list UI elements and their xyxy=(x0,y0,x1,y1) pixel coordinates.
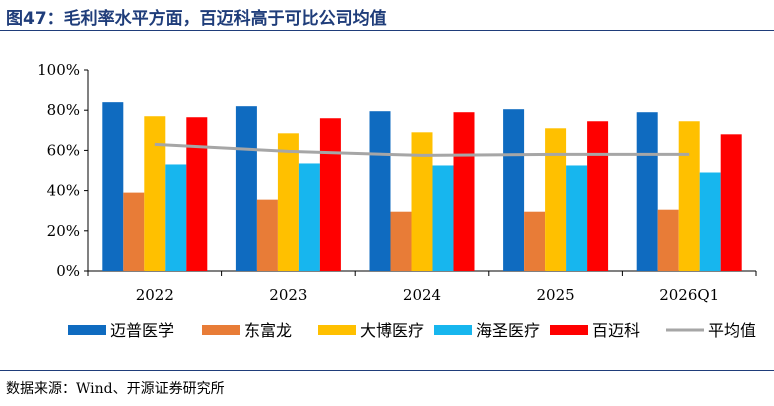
source-note: 数据来源：Wind、开源证券研究所 xyxy=(6,381,225,397)
bar-0-3 xyxy=(503,109,525,271)
bar-2-3 xyxy=(545,128,567,271)
legend-swatch-3 xyxy=(434,325,472,335)
bar-3-2 xyxy=(432,165,454,271)
bar-1-3 xyxy=(524,211,546,271)
bar-4-0 xyxy=(186,117,208,271)
legend-swatch-1 xyxy=(202,325,240,335)
legend-label-5: 平均值 xyxy=(708,321,756,340)
bar-1-1 xyxy=(256,199,278,271)
legend-label-1: 东富龙 xyxy=(244,321,292,340)
legend: 迈普医学 东富龙 大博医疗 海圣医疗 百迈科 平均值 xyxy=(68,321,756,340)
average-line xyxy=(154,142,690,157)
title-rule xyxy=(0,30,774,31)
legend-swatch-4 xyxy=(550,325,588,335)
bar-2-1 xyxy=(277,133,299,271)
bar-4-1 xyxy=(319,118,341,272)
figure-title: 图47：毛利率水平方面，百迈科高于可比公司均值 xyxy=(6,9,387,29)
bar-0-1 xyxy=(235,106,257,272)
legend-label-4: 百迈科 xyxy=(592,321,640,340)
legend-label-3: 海圣医疗 xyxy=(476,321,540,340)
bar-4-4 xyxy=(720,134,742,271)
bars xyxy=(102,102,742,272)
x-tick-label: 2026Q1 xyxy=(659,286,719,304)
x-tick-label: 2024 xyxy=(403,286,441,304)
bar-0-2 xyxy=(369,111,391,271)
y-axis: 0% 20% 40% 60% 80% 100% xyxy=(37,61,89,280)
y-tick-label: 0% xyxy=(56,262,80,280)
bar-1-0 xyxy=(123,192,145,271)
bar-3-0 xyxy=(165,164,187,271)
bar-2-2 xyxy=(411,132,433,271)
legend-swatch-0 xyxy=(68,325,106,335)
average-line-group xyxy=(154,142,690,157)
x-tick-label: 2023 xyxy=(269,286,307,304)
bar-3-1 xyxy=(298,163,320,271)
bar-2-0 xyxy=(144,116,166,271)
bar-4-2 xyxy=(453,112,475,272)
bar-4-3 xyxy=(587,121,609,271)
y-tick-label: 40% xyxy=(47,182,80,200)
bar-2-4 xyxy=(678,121,700,271)
y-tick-label: 100% xyxy=(37,61,80,79)
legend-label-2: 大博医疗 xyxy=(360,321,424,340)
source-rule xyxy=(0,370,774,371)
x-axis: 2022 2023 2024 2025 2026Q1 xyxy=(87,270,757,304)
bar-3-4 xyxy=(699,172,721,271)
y-tick-label: 20% xyxy=(47,222,80,240)
legend-swatch-2 xyxy=(318,325,356,335)
bar-3-3 xyxy=(566,165,588,271)
bar-1-4 xyxy=(657,209,679,271)
y-tick-label: 60% xyxy=(47,141,80,159)
x-tick-label: 2022 xyxy=(136,286,174,304)
bar-0-4 xyxy=(636,112,658,272)
bar-0-0 xyxy=(102,102,124,271)
y-tick-label: 80% xyxy=(47,101,80,119)
chart: 0% 20% 40% 60% 80% 100% 2022 2023 2024 2025 2026Q… xyxy=(37,61,757,340)
x-tick-label: 2025 xyxy=(537,286,575,304)
bar-1-2 xyxy=(390,211,412,271)
legend-label-0: 迈普医学 xyxy=(110,321,174,340)
